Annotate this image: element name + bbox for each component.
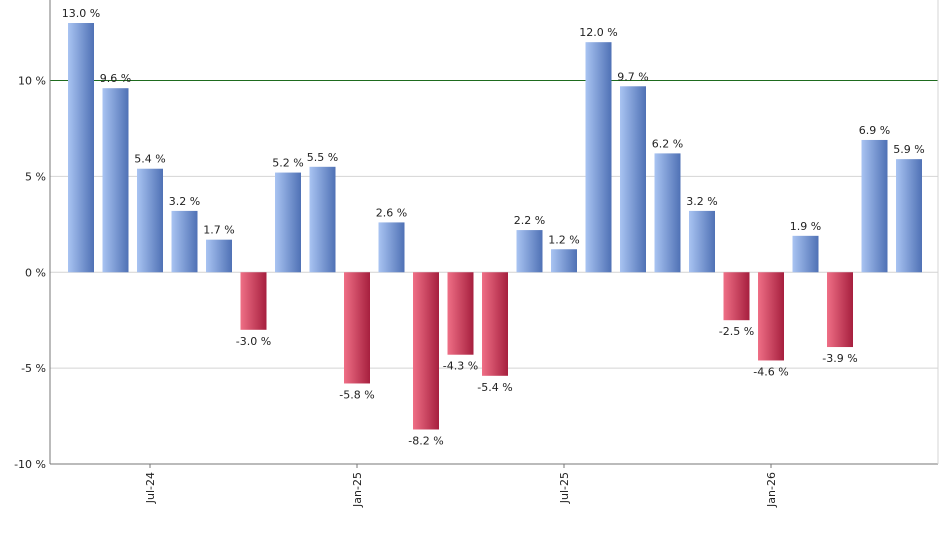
bar (585, 42, 612, 273)
data-label: -3.9 % (822, 352, 857, 365)
bar (723, 272, 750, 321)
data-label: -4.6 % (753, 365, 788, 378)
data-label: 5.4 % (134, 153, 165, 166)
data-label: -3.0 % (236, 335, 271, 348)
data-label: -2.5 % (719, 325, 754, 338)
bar (447, 272, 474, 355)
data-label: 1.7 % (203, 224, 234, 237)
bar (896, 159, 922, 273)
bar (171, 210, 198, 273)
data-label: 5.5 % (307, 151, 338, 164)
y-tick-label: 5 % (25, 170, 46, 183)
bar (516, 230, 543, 273)
bar (758, 272, 784, 361)
bar (620, 86, 646, 273)
bars (68, 23, 922, 430)
bar (102, 88, 129, 273)
bar (344, 272, 370, 384)
y-tick-label: 0 % (25, 266, 46, 279)
data-label: 9.7 % (617, 70, 648, 83)
bar (137, 168, 163, 273)
data-label: -5.4 % (477, 381, 512, 394)
data-label: 3.2 % (686, 195, 717, 208)
bar (309, 166, 336, 273)
bar (551, 249, 577, 273)
data-label: -8.2 % (408, 434, 443, 447)
bar (654, 153, 681, 273)
labels: -10 % -5 % 0 % 5 % 10 % 13.0 % 9.6 % 5.4 % 3.2 %… (14, 7, 925, 508)
bar (206, 239, 232, 273)
bar (240, 272, 267, 330)
data-label: 5.2 % (272, 157, 303, 170)
data-label: 13.0 % (62, 7, 100, 20)
data-label: 6.2 % (652, 137, 683, 150)
data-label: 2.6 % (376, 206, 407, 219)
bar (689, 210, 715, 273)
x-tick-label: Jul-24 (144, 472, 157, 504)
bar (68, 23, 94, 273)
data-label: 1.2 % (548, 233, 579, 246)
data-label: -4.3 % (443, 360, 478, 373)
x-tick-label: Jan-26 (765, 472, 778, 508)
data-label: -5.8 % (339, 388, 374, 401)
data-label: 1.9 % (790, 220, 821, 233)
data-label: 12.0 % (579, 26, 617, 39)
data-label: 3.2 % (169, 195, 200, 208)
bar (482, 272, 508, 376)
y-tick-label: 10 % (18, 75, 46, 88)
y-tick-label: -5 % (21, 362, 46, 375)
data-label: 6.9 % (859, 124, 890, 137)
bar (378, 222, 405, 273)
data-label: 9.6 % (100, 72, 131, 85)
x-tick-label: Jan-25 (351, 472, 364, 508)
data-label: 5.9 % (893, 143, 924, 156)
data-label: 2.2 % (514, 214, 545, 227)
bar (792, 235, 819, 273)
x-tick-label: Jul-25 (558, 472, 571, 504)
y-tick-label: -10 % (14, 458, 46, 471)
axes (49, 0, 939, 468)
bar (827, 272, 853, 348)
bar (861, 139, 888, 273)
bar (413, 272, 439, 430)
bar (275, 172, 301, 273)
